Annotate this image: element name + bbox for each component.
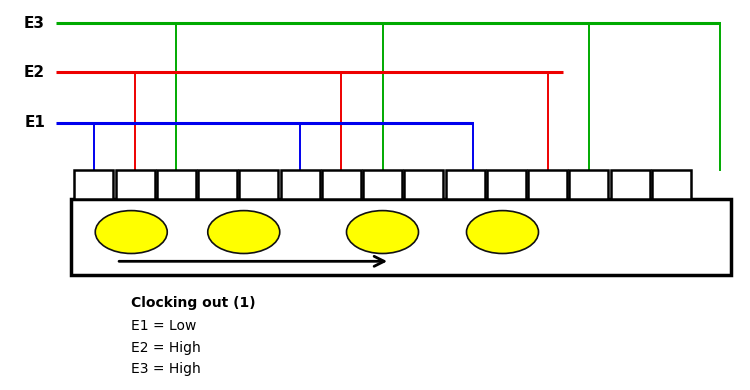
- Bar: [487, 170, 526, 199]
- Text: Clocking out (1): Clocking out (1): [131, 296, 256, 310]
- Bar: [239, 170, 278, 199]
- Bar: [74, 170, 113, 199]
- Bar: [528, 170, 567, 199]
- Bar: [198, 170, 237, 199]
- Ellipse shape: [95, 211, 167, 254]
- Bar: [446, 170, 485, 199]
- Bar: [157, 170, 196, 199]
- Bar: [652, 170, 691, 199]
- Bar: [322, 170, 361, 199]
- Bar: [71, 199, 731, 275]
- Bar: [363, 170, 402, 199]
- Text: E2 = High: E2 = High: [131, 341, 201, 355]
- Text: E1 = Low: E1 = Low: [131, 319, 196, 333]
- Ellipse shape: [346, 211, 418, 254]
- Ellipse shape: [466, 211, 538, 254]
- Ellipse shape: [208, 211, 280, 254]
- Text: E3 = High: E3 = High: [131, 362, 201, 376]
- Bar: [404, 170, 443, 199]
- Bar: [610, 170, 650, 199]
- Bar: [280, 170, 320, 199]
- Text: E3: E3: [24, 16, 45, 31]
- Text: E1: E1: [24, 115, 45, 130]
- Text: E2: E2: [24, 65, 45, 80]
- Bar: [569, 170, 608, 199]
- Bar: [116, 170, 154, 199]
